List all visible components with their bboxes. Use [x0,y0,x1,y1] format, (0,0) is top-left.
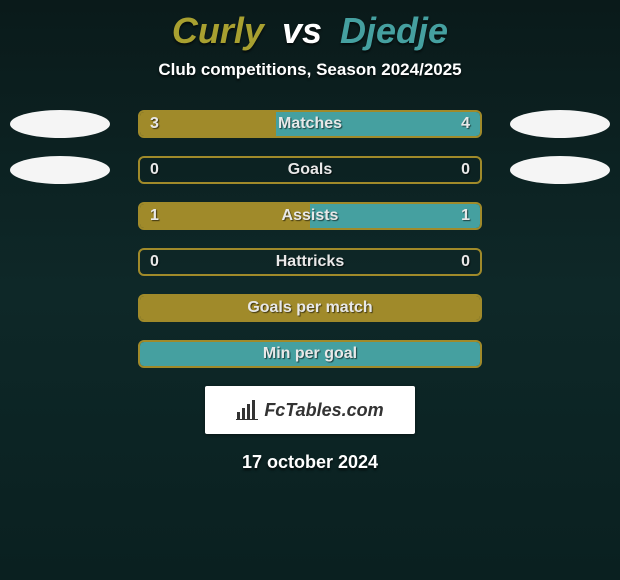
stat-row: Min per goal [138,340,482,368]
player1-avatar [10,110,110,138]
player2-avatar [510,110,610,138]
stat-label: Hattricks [140,250,480,274]
player2-avatar [510,156,610,184]
player2-name: Djedje [340,10,448,51]
stat-row: 11Assists [138,202,482,230]
stat-label: Matches [140,112,480,136]
stat-label: Goals per match [140,296,480,320]
bar-zone: 34Matches 00Goals 11Assists 00Hattricks Goal… [138,110,482,368]
date-text: 17 october 2024 [0,452,620,473]
player1-name: Curly [172,10,264,51]
bar-chart-icon [236,400,258,420]
comparison-title: Curly vs Djedje [0,0,620,52]
stat-label: Assists [140,204,480,228]
player1-avatar [10,156,110,184]
comparison-chart: 34Matches 00Goals 11Assists 00Hattricks Goal… [0,110,620,368]
brand-text: FcTables.com [264,400,383,421]
stat-row: 34Matches [138,110,482,138]
stat-row: Goals per match [138,294,482,322]
stat-row: 00Goals [138,156,482,184]
brand-badge: FcTables.com [205,386,415,434]
stat-label: Min per goal [140,342,480,366]
stat-row: 00Hattricks [138,248,482,276]
subtitle-text: Club competitions, Season 2024/2025 [0,60,620,80]
vs-text: vs [282,10,322,51]
stat-label: Goals [140,158,480,182]
